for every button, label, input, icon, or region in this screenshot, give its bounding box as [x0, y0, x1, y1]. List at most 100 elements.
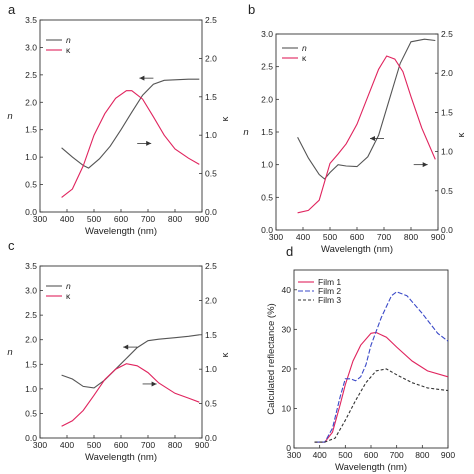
y-tick-label: 1.0 — [261, 160, 273, 170]
series-line-2 — [61, 90, 200, 198]
legend-label: κ — [302, 53, 307, 63]
series-line-1 — [297, 38, 436, 180]
y-tick-label: 0 — [286, 443, 291, 453]
y-tick-label: 3.0 — [25, 286, 37, 296]
y2-tick-label: 0.5 — [441, 186, 453, 196]
y2-tick-label: 1.5 — [205, 92, 217, 102]
legend-label: κ — [66, 291, 71, 301]
x-tick-label: 500 — [323, 232, 337, 242]
y-tick-label: 2.0 — [261, 94, 273, 104]
y2-tick-label: 1.0 — [205, 364, 217, 374]
y2-tick-label: 2.0 — [205, 53, 217, 63]
y2-tick-label: 2.0 — [441, 68, 453, 78]
x-tick-label: 400 — [313, 450, 327, 460]
legend-label: Film 3 — [318, 295, 341, 305]
y-tick-label: 3.5 — [25, 15, 37, 25]
x-tick-label: 600 — [114, 440, 128, 450]
legend-label: κ — [66, 45, 71, 55]
y-tick-label: 0.0 — [25, 207, 37, 217]
panel-letter: b — [248, 2, 255, 17]
y-tick-label: 3.0 — [25, 42, 37, 52]
panel-letter: d — [286, 244, 293, 259]
y-tick-label: 2.0 — [25, 97, 37, 107]
series-line-3 — [314, 368, 449, 443]
y-tick-label: 2.5 — [261, 62, 273, 72]
legend-label: Film 2 — [318, 286, 341, 296]
legend-label: n — [302, 43, 307, 53]
y-axis-label: n — [243, 127, 248, 138]
y2-tick-label: 1.0 — [441, 147, 453, 157]
y-tick-label: 0.5 — [25, 408, 37, 418]
arrow-head — [151, 381, 157, 387]
y2-tick-label: 1.5 — [441, 107, 453, 117]
y-tick-label: 1.5 — [261, 127, 273, 137]
y2-tick-label: 0.0 — [205, 433, 217, 443]
x-tick-label: 300 — [33, 214, 47, 224]
series-line-1 — [314, 331, 449, 443]
y2-axis-label: κ — [456, 132, 467, 137]
x-axis-label: Wavelength (nm) — [85, 226, 157, 237]
y2-tick-label: 2.0 — [205, 295, 217, 305]
plot-frame — [39, 19, 203, 213]
y-axis-label: Calculated reflectance (%) — [266, 303, 277, 414]
panel-letter: a — [8, 2, 16, 17]
x-tick-label: 300 — [287, 450, 301, 460]
y2-tick-label: 0.0 — [441, 225, 453, 235]
arrow-head — [422, 162, 428, 168]
arrow-head — [370, 136, 375, 142]
x-tick-label: 800 — [168, 214, 182, 224]
x-tick-label: 600 — [350, 232, 364, 242]
arrow-head — [123, 344, 129, 350]
y-tick-label: 40 — [282, 285, 292, 295]
x-tick-label: 900 — [195, 214, 209, 224]
y-tick-label: 2.5 — [25, 310, 37, 320]
y2-tick-label: 0.0 — [205, 207, 217, 217]
y-tick-label: 20 — [282, 364, 292, 374]
arrow-head — [146, 140, 152, 146]
x-tick-label: 500 — [87, 214, 101, 224]
y-tick-label: 1.0 — [25, 152, 37, 162]
x-tick-label: 400 — [296, 232, 310, 242]
x-tick-label: 800 — [404, 232, 418, 242]
x-tick-label: 700 — [141, 214, 155, 224]
x-tick-label: 900 — [441, 450, 455, 460]
x-tick-label: 700 — [390, 450, 404, 460]
y2-tick-label: 0.5 — [205, 169, 217, 179]
x-tick-label: 900 — [195, 440, 209, 450]
y2-axis-label: κ — [220, 352, 231, 357]
legend-label: n — [66, 281, 71, 291]
x-tick-label: 600 — [364, 450, 378, 460]
y2-tick-label: 1.5 — [205, 330, 217, 340]
y2-tick-label: 0.5 — [205, 399, 217, 409]
y-axis-label: n — [7, 111, 12, 122]
x-tick-label: 500 — [87, 440, 101, 450]
y2-tick-label: 2.5 — [205, 261, 217, 271]
x-tick-label: 700 — [377, 232, 391, 242]
panel-letter: c — [8, 238, 15, 253]
y-tick-label: 10 — [282, 403, 292, 413]
legend-label: Film 1 — [318, 277, 341, 287]
plot-frame — [39, 265, 203, 439]
y-axis-label: n — [7, 347, 12, 358]
y-tick-label: 0.5 — [261, 192, 273, 202]
series-line-2 — [61, 363, 200, 427]
y-tick-label: 1.0 — [25, 384, 37, 394]
x-axis-label: Wavelength (nm) — [85, 452, 157, 463]
panel-d: d 300 400 500 600 700 800 900 0 10 20 30 40 Wavelengt… — [266, 244, 455, 473]
y-tick-label: 0.5 — [25, 180, 37, 190]
x-axis-label: Wavelength (nm) — [321, 244, 393, 255]
x-tick-label: 400 — [60, 214, 74, 224]
legend-label: n — [66, 35, 71, 45]
y2-tick-label: 2.5 — [205, 15, 217, 25]
x-tick-label: 800 — [415, 450, 429, 460]
x-tick-label: 400 — [60, 440, 74, 450]
series-line-2 — [297, 55, 436, 214]
x-axis-label: Wavelength (nm) — [335, 462, 407, 473]
y-tick-label: 1.5 — [25, 359, 37, 369]
x-tick-label: 300 — [33, 440, 47, 450]
y2-tick-label: 2.5 — [441, 29, 453, 39]
